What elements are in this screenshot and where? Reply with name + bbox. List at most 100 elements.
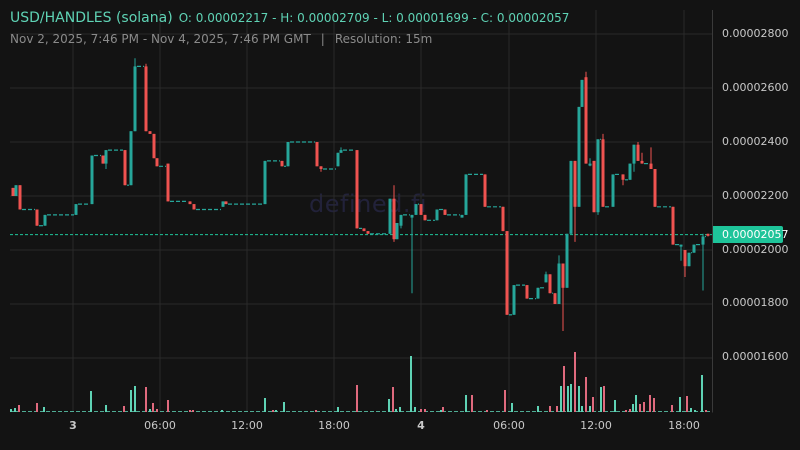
volume-bar <box>504 390 506 412</box>
candle-body <box>649 163 653 169</box>
candle-body <box>336 152 340 167</box>
volume-bar <box>589 406 591 412</box>
volume-bar <box>90 391 92 412</box>
volume-bar <box>43 407 45 412</box>
candle-body <box>410 214 414 218</box>
candle-body <box>512 285 516 315</box>
candle-body <box>692 244 696 253</box>
candle-body <box>148 131 152 134</box>
candle-body <box>573 160 577 207</box>
candle-body <box>366 231 370 234</box>
volume-bar <box>643 402 645 412</box>
volume-bar <box>18 405 20 412</box>
candle-body <box>192 204 196 210</box>
candle-body <box>577 106 581 207</box>
price-tick-label: 0.00002800 <box>722 27 789 40</box>
candle-body <box>505 231 509 315</box>
candle-body <box>286 142 290 167</box>
candle-body <box>569 160 573 234</box>
candle-body <box>596 139 600 213</box>
candle-body <box>101 155 105 164</box>
time-tick-label: 4 <box>417 419 425 432</box>
candle-body <box>706 233 710 236</box>
volume-bar <box>705 410 707 412</box>
volume-bar <box>156 409 158 412</box>
volume-bar <box>36 403 38 412</box>
volume-bar <box>10 409 12 412</box>
volume-bar <box>600 387 602 412</box>
volume-bar <box>639 404 641 412</box>
candle-body <box>144 66 148 132</box>
candle-body <box>129 131 133 186</box>
candle-body <box>11 187 15 196</box>
volume-bar <box>471 395 473 412</box>
candle-body <box>580 79 584 107</box>
volume-bar <box>549 406 551 412</box>
volume-bar <box>14 408 16 412</box>
candle-body <box>166 163 170 202</box>
volume-bar <box>440 410 442 412</box>
volume-bar <box>356 385 358 412</box>
candle-body <box>43 214 47 226</box>
price-tick-label: 0.00002000 <box>722 243 789 256</box>
volume-bar <box>686 396 688 412</box>
candle-body <box>388 198 392 234</box>
volume-bar <box>581 406 583 412</box>
candle-body <box>460 214 464 218</box>
candle-body <box>679 244 683 247</box>
volume-bar <box>315 410 317 412</box>
candle-body <box>315 142 319 167</box>
candle-body <box>553 293 557 304</box>
candle-body <box>584 77 588 164</box>
price-tick-label: 0.00002600 <box>722 81 789 94</box>
candle-body <box>632 144 636 164</box>
volume-bar <box>556 406 558 412</box>
volume-bar <box>145 387 147 412</box>
candle-body <box>362 228 366 232</box>
candle-body <box>525 285 529 299</box>
volume-bar <box>537 406 539 412</box>
price-tick-label: 0.00002400 <box>722 135 789 148</box>
volume-bar <box>424 409 426 412</box>
candle-body <box>414 204 418 215</box>
date-range: Nov 2, 2025, 7:46 PM - Nov 4, 2025, 7:46… <box>10 32 311 46</box>
volume-bar <box>511 403 513 412</box>
volume-bar <box>563 366 565 412</box>
time-tick-label: 3 <box>69 419 77 432</box>
volume-bar <box>701 375 703 412</box>
volume-bar <box>123 406 125 412</box>
candle-body <box>435 209 439 221</box>
candle-body <box>561 263 565 288</box>
candle-body <box>636 144 640 161</box>
candle-body <box>188 201 192 205</box>
candle-body <box>90 155 94 205</box>
volume-bar <box>275 410 277 412</box>
candle-body <box>18 185 22 210</box>
candle-body <box>464 174 468 215</box>
volume-bar <box>671 405 673 412</box>
volume-bar <box>570 384 572 412</box>
candle-body <box>701 236 705 245</box>
volume-bar <box>134 386 136 412</box>
candle-body <box>339 150 343 153</box>
volume-bar <box>632 404 634 412</box>
volume-bar <box>592 397 594 412</box>
price-tick-label: 0.00001800 <box>722 296 789 309</box>
candle-body <box>628 163 632 180</box>
candle-body <box>221 201 225 207</box>
volume-bar <box>272 410 274 412</box>
candle-body <box>133 66 137 132</box>
time-tick-label: 12:00 <box>231 419 263 432</box>
volume-bar <box>283 402 285 412</box>
price-tick-label: 0.00001600 <box>722 350 789 363</box>
candle-body <box>35 209 39 226</box>
candle-body <box>621 174 625 180</box>
candle-body <box>640 160 644 164</box>
candle-body <box>687 252 691 267</box>
volume-bar <box>603 386 605 412</box>
time-tick-label: 06:00 <box>144 419 176 432</box>
watermark-logo: defined.fi <box>309 190 428 218</box>
candle-body <box>224 201 228 205</box>
candle-body <box>395 223 399 240</box>
